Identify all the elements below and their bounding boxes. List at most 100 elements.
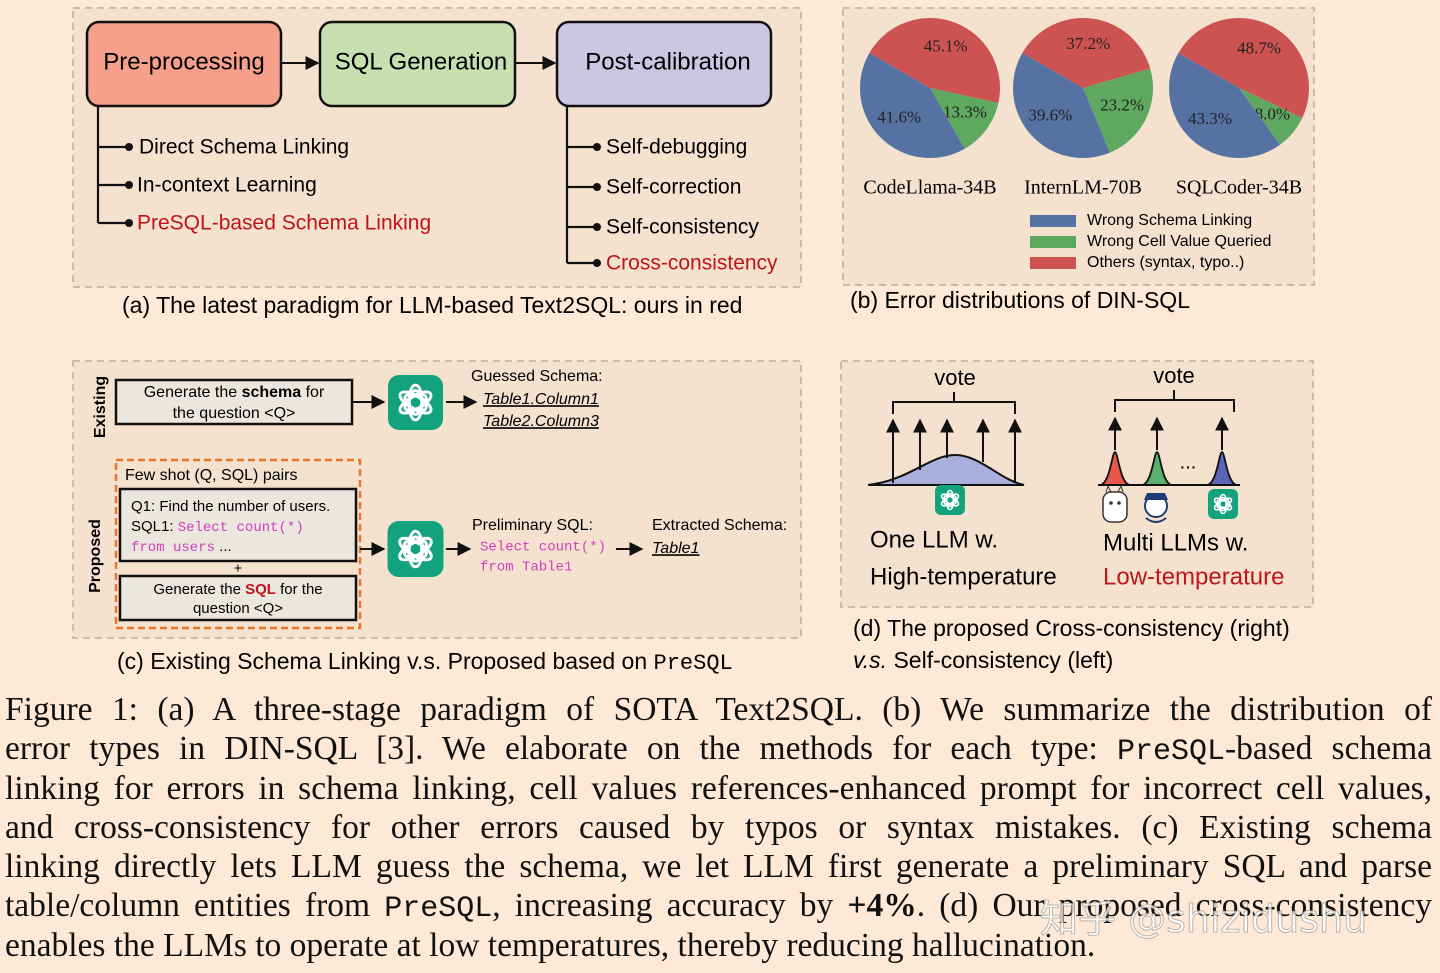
caption-d: v.s.	[853, 647, 887, 673]
legend-swatch	[1030, 236, 1076, 248]
pie-name: SQLCoder-34B	[1176, 177, 1302, 199]
caption-a: (a) The latest paradigm for LLM-based Te…	[122, 292, 742, 318]
caption-text: . (d) Our proposed cross-consistency	[916, 887, 1432, 925]
legend-label: Wrong Schema Linking	[1087, 212, 1252, 229]
stage-label: SQL Generation	[335, 48, 508, 75]
output-item: Table1.Column1	[483, 391, 599, 408]
pie-slice	[1083, 68, 1153, 153]
panel-c: Existing Generate the schema for the que…	[72, 360, 802, 676]
pie-name: CodeLlama-34B	[863, 177, 996, 199]
caption-text: Figure 1: (a) A three-stage paradigm of …	[5, 691, 1432, 728]
caption-code: PreSQL	[1116, 735, 1225, 770]
distribution	[867, 453, 1025, 486]
row-label: Existing	[92, 376, 109, 438]
prompt-text: Generate the schema for	[144, 384, 325, 401]
prompt-text: Generate the	[144, 384, 242, 401]
plus: +	[234, 560, 242, 576]
prompt-text: Generate the	[153, 581, 245, 598]
pie-label: 39.6%	[1028, 106, 1072, 125]
few-shot-title: Few shot (Q, SQL) pairs	[125, 467, 298, 484]
distribution	[1099, 451, 1131, 486]
method-label: High-temperature	[870, 563, 1057, 590]
legend-label: Wrong Cell Value Queried	[1087, 233, 1271, 250]
post-item: Self-consistency	[606, 216, 759, 239]
output-title: Extracted Schema:	[652, 517, 787, 534]
prompt-box	[118, 574, 358, 622]
prompt-text: question <Q>	[193, 600, 283, 617]
ellipsis: ...	[1180, 451, 1197, 473]
prompt-text: the question <Q>	[173, 405, 296, 422]
legend-swatch	[1030, 257, 1076, 269]
pre-item: PreSQL-based Schema Linking	[137, 212, 431, 235]
caption-text: linking directly lets LLM guess the sche…	[5, 848, 1432, 886]
pre-item: Direct Schema Linking	[139, 136, 349, 159]
person-icon	[1144, 493, 1168, 523]
caption-text: error types in DIN-SQL [3]. We elaborate…	[5, 730, 1117, 768]
llm-icon	[1208, 489, 1238, 519]
output-item: Table2.Column3	[483, 413, 599, 430]
panel-b: (b) Error distributions of DIN-SQL 45.1%…	[842, 7, 1315, 313]
caption-d: v.s. Self-consistency (left)	[853, 647, 1113, 673]
caption-d: (d) The proposed Cross-consistency (righ…	[853, 615, 1290, 641]
caption-d: Self-consistency (left)	[887, 647, 1113, 673]
pie-label: 23.2%	[1100, 96, 1144, 115]
caption-text: and cross-consistency for other errors c…	[5, 808, 1432, 846]
prompt-box	[114, 378, 354, 426]
caption-line: error types in DIN-SQL [3]. We elaborate…	[5, 729, 1432, 770]
caption-bold: +4%	[847, 887, 917, 925]
caption-line: table/column entities from PreSQL, incre…	[5, 886, 1432, 927]
pie-label: 13.3%	[943, 103, 987, 122]
caption-c-code: PreSQL	[654, 651, 733, 676]
distribution	[1206, 451, 1238, 486]
caption-text: enables the LLMs to operate at low tempe…	[5, 926, 1096, 964]
example-text: SQL1: Select count(*)	[131, 518, 304, 536]
stage-label: Pre-processing	[103, 48, 264, 75]
output-title: Guessed Schema:	[471, 368, 603, 385]
caption-text: linking for errors in schema linking, ce…	[5, 769, 1432, 807]
pie-label: 45.1%	[924, 36, 968, 55]
stage-label: Post-calibration	[585, 48, 750, 75]
llm-icon	[387, 521, 444, 577]
panel-d: vote vote ... One LLM w. High-temperatur…	[840, 360, 1314, 673]
row-label: Proposed	[87, 519, 104, 593]
sql-code: from Table1	[480, 560, 572, 576]
llm-icon	[935, 485, 965, 515]
caption-line: linking directly lets LLM guess the sche…	[5, 847, 1432, 886]
prompt-keyword: schema	[242, 384, 302, 401]
sql-code: from users	[131, 540, 215, 556]
example-text: SQL1:	[131, 518, 178, 535]
caption-text: , increasing accuracy by	[492, 887, 848, 925]
llama-icon	[1102, 484, 1128, 523]
prompt-text: for	[301, 384, 325, 401]
stage-box	[555, 20, 773, 108]
output-item: Table1	[652, 540, 699, 557]
pie-label: 41.6%	[877, 108, 921, 127]
vote-label: vote	[934, 365, 976, 390]
pie-label: 48.7%	[1237, 38, 1281, 57]
pie-name: InternLM-70B	[1024, 177, 1142, 199]
legend-swatch	[1030, 215, 1076, 227]
output-title: Preliminary SQL:	[472, 517, 593, 534]
pie-slice	[869, 17, 1001, 103]
few-shot-frame	[114, 458, 362, 630]
caption-line: and cross-consistency for other errors c…	[5, 808, 1432, 847]
figure: Pre-processing SQL Generation Post-calib…	[72, 7, 1315, 676]
pie-slice	[1013, 53, 1110, 158]
bullets	[125, 143, 601, 267]
pie-label: 37.2%	[1066, 34, 1110, 53]
vote-brace	[892, 390, 1235, 414]
caption-line: enables the LLMs to operate at low tempe…	[5, 926, 1432, 965]
sql-code: Select count(*)	[178, 520, 304, 536]
prompt-keyword: SQL	[245, 581, 276, 598]
samples	[886, 416, 1229, 483]
post-item: Cross-consistency	[606, 252, 778, 275]
figure-caption: Figure 1: (a) A three-stage paradigm of …	[5, 690, 1432, 965]
pie-slice	[930, 88, 999, 149]
pie-label: 43.3%	[1188, 109, 1232, 128]
caption-code: PreSQL	[384, 892, 493, 927]
pie-slice	[1022, 18, 1151, 89]
legend-label: Others (syntax, typo..)	[1087, 254, 1244, 271]
post-item: Self-correction	[606, 176, 741, 199]
pie-slice	[1178, 18, 1309, 118]
